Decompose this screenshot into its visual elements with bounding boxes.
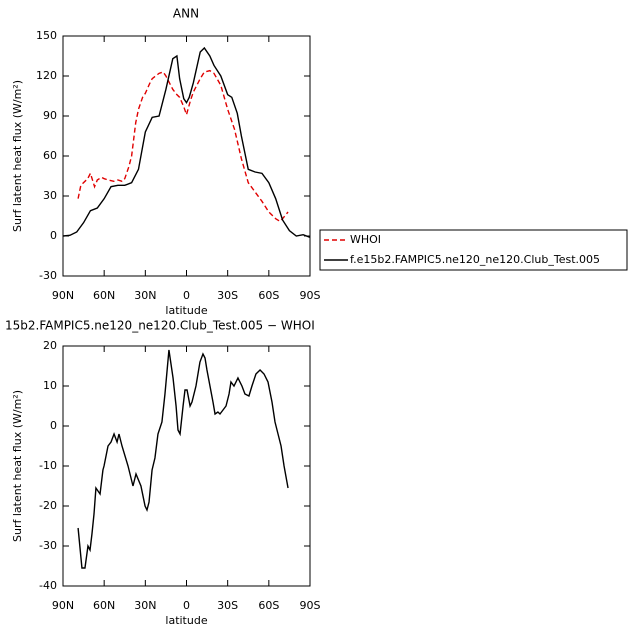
chart-title: 15b2.FAMPIC5.ne120_ne120.Club_Test.005 −… [5,319,315,333]
data-line [62,46,311,238]
y-tick-label: 150 [36,29,57,42]
y-tick-label: -10 [39,459,57,472]
x-tick-label: 90N [52,599,74,612]
y-tick-label: -30 [39,539,57,552]
y-tick-label: 0 [50,419,57,432]
x-tick-label: 60S [258,599,279,612]
x-tick-label: 60N [93,599,115,612]
plot-frame [62,35,311,277]
y-tick-label: -20 [39,499,57,512]
x-axis-label: latitude [165,614,207,627]
x-tick-label: 30S [217,289,238,302]
x-tick-label: 60N [93,289,115,302]
chart-title: ANN [173,7,199,21]
y-tick-label: -40 [39,579,57,592]
data-line [77,69,289,223]
y-tick-label: -30 [39,269,57,282]
y-tick-label: 60 [43,149,57,162]
x-tick-label: 30N [134,289,156,302]
x-tick-label: 0 [183,289,190,302]
y-tick-label: 90 [43,109,57,122]
legend-label: f.e15b2.FAMPIC5.ne120_ne120.Club_Test.00… [350,253,600,266]
x-tick-label: 60S [258,289,279,302]
legend-label: WHOI [350,233,381,246]
y-tick-label: 120 [36,69,57,82]
x-tick-label: 90N [52,289,74,302]
y-axis-label: Surf latent heat flux (W/m²) [11,80,24,232]
x-tick-label: 30S [217,599,238,612]
x-tick-label: 90S [300,289,321,302]
data-line [77,349,289,569]
y-tick-label: 0 [50,229,57,242]
x-tick-label: 90S [300,599,321,612]
y-tick-label: 30 [43,189,57,202]
x-tick-label: 30N [134,599,156,612]
y-tick-label: 10 [43,379,57,392]
x-tick-label: 0 [183,599,190,612]
x-axis-label: latitude [165,304,207,317]
legend-box [319,229,628,271]
y-tick-label: 20 [43,339,57,352]
y-axis-label: Surf latent heat flux (W/m²) [11,390,24,542]
plot-frame [62,345,311,587]
